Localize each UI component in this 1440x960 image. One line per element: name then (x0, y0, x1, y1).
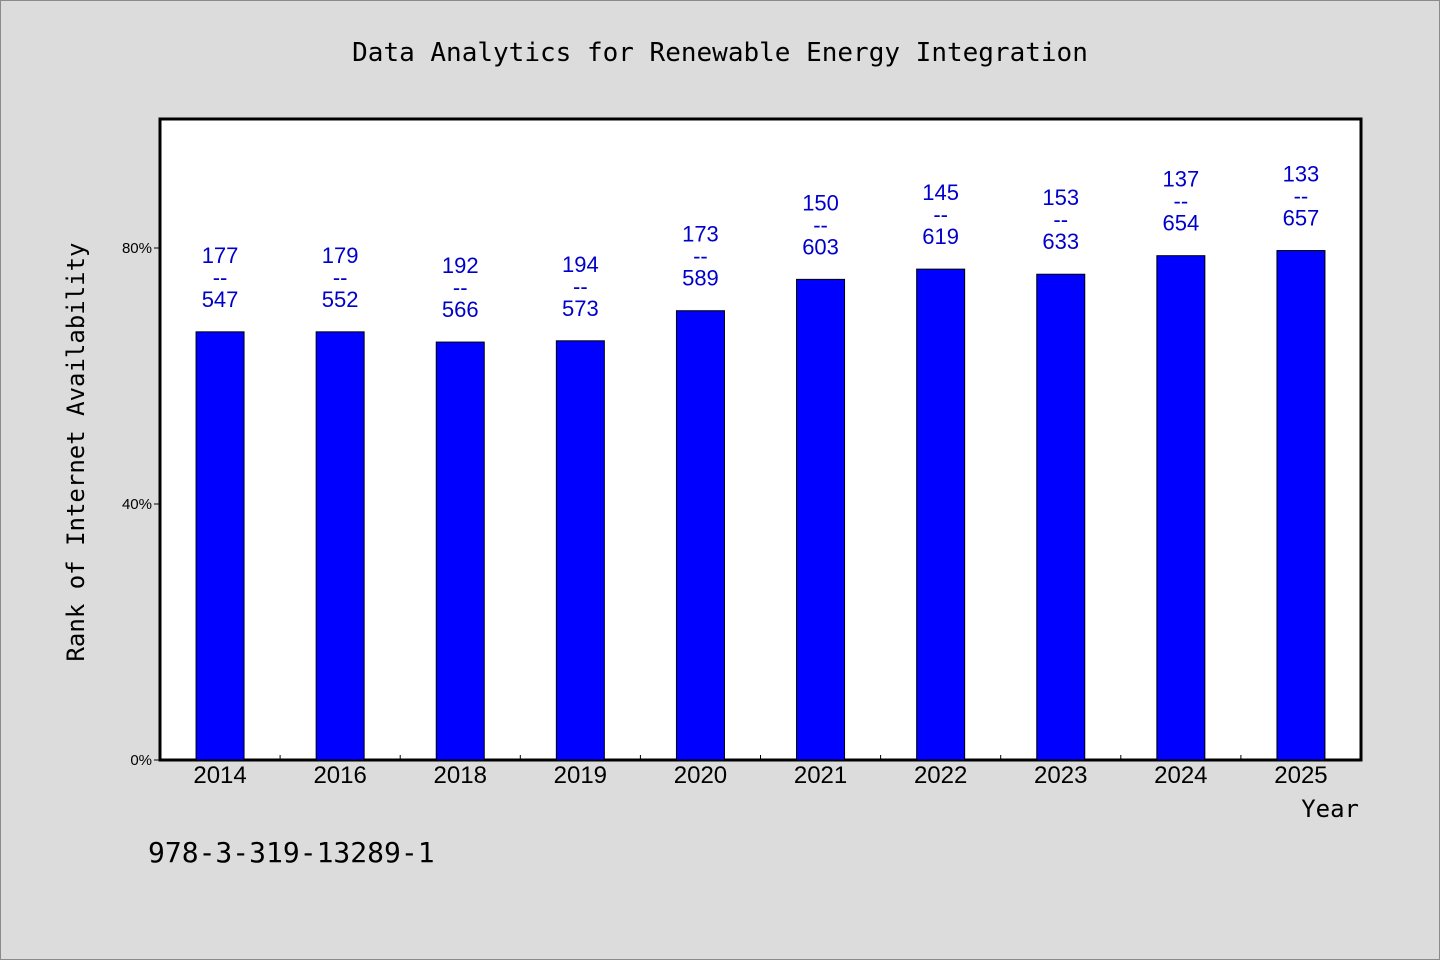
x-tick-label-2020: 2020 (674, 762, 727, 789)
data-label-2014-bottom: 547 (202, 287, 239, 312)
data-label-2016-separator: -- (333, 265, 348, 290)
data-label-2022-top: 145 (922, 180, 959, 205)
data-label-2023-top: 153 (1042, 185, 1079, 210)
data-label-2021-separator: -- (813, 212, 828, 237)
data-label-2016-bottom: 552 (322, 287, 359, 312)
x-tick-label-2018: 2018 (434, 762, 487, 789)
data-label-2019-top: 194 (562, 252, 599, 277)
y-tick-label: 0% (130, 752, 152, 769)
data-label-2023-bottom: 633 (1042, 229, 1079, 254)
isbn-text: 978-3-319-13289-1 (148, 836, 435, 869)
data-label-2020-separator: -- (693, 244, 708, 269)
data-label-2024-separator: -- (1174, 189, 1189, 214)
data-label-2023-separator: -- (1053, 207, 1068, 232)
data-label-2016-top: 179 (322, 243, 359, 268)
data-label-2020-bottom: 589 (682, 266, 719, 291)
data-label-2024-bottom: 654 (1162, 211, 1199, 236)
data-label-2018-separator: -- (453, 275, 468, 300)
data-label-2014-top: 177 (202, 243, 239, 268)
y-tick-label: 80% (122, 240, 152, 257)
data-label-2021-bottom: 603 (802, 234, 839, 259)
data-label-2019-bottom: 573 (562, 296, 599, 321)
data-labels-group: 177--547179--552192--566194--573173--589… (202, 162, 1320, 323)
data-label-2018-bottom: 566 (442, 297, 479, 322)
data-label-2022-bottom: 619 (922, 224, 959, 249)
bars-group (195, 250, 1326, 761)
bar-2024 (1156, 255, 1206, 761)
y-axis-label: Rank of Internet Availability (62, 242, 90, 661)
chart-title: Data Analytics for Renewable Energy Inte… (352, 38, 1088, 68)
data-label-2024-top: 137 (1162, 167, 1199, 192)
y-axis: 0% 40% 80% (122, 240, 160, 769)
data-label-2025-bottom: 657 (1283, 206, 1320, 231)
y-tick-label: 40% (122, 496, 152, 513)
x-tick-label-2025: 2025 (1274, 762, 1327, 789)
x-tick-label-2023: 2023 (1034, 762, 1087, 789)
data-label-2020-top: 173 (682, 222, 719, 247)
data-label-2021-top: 150 (802, 190, 839, 215)
data-label-2019-separator: -- (573, 274, 588, 299)
x-tick-label-2016: 2016 (313, 762, 366, 789)
bar-2025 (1276, 250, 1326, 761)
bar-2023 (1036, 273, 1086, 761)
bar-2022 (916, 268, 966, 761)
bar-2019 (555, 340, 605, 761)
x-tick-label-2021: 2021 (794, 762, 847, 789)
x-tick-label-2019: 2019 (554, 762, 607, 789)
bar-2020 (675, 310, 725, 761)
bar-2016 (315, 331, 365, 761)
x-tick-label-2022: 2022 (914, 762, 967, 789)
x-tick-label-2024: 2024 (1154, 762, 1207, 789)
bar-2018 (435, 341, 485, 761)
x-axis-label: Year (1301, 795, 1359, 823)
data-label-2022-separator: -- (933, 202, 948, 227)
data-label-2025-top: 133 (1283, 162, 1320, 187)
x-tick-label-2014: 2014 (193, 762, 246, 789)
bar-2014 (195, 331, 245, 761)
data-label-2025-separator: -- (1294, 184, 1309, 209)
data-label-2018-top: 192 (442, 253, 479, 278)
data-label-2014-separator: -- (213, 265, 228, 290)
bar-2021 (796, 278, 846, 761)
x-axis: 2014 2016 2018 2019 2020 2021 2022 2023 2024 2025 (193, 755, 1328, 789)
